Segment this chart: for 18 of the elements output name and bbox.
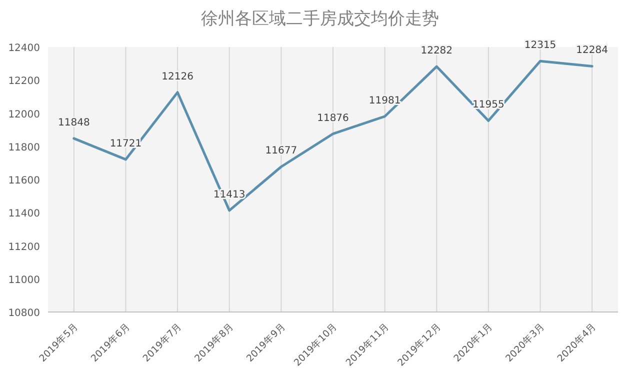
y-tick-label: 11600 xyxy=(8,176,40,186)
data-label: 11876 xyxy=(317,112,349,124)
data-label: 11981 xyxy=(368,95,401,106)
data-label: 12126 xyxy=(162,71,194,82)
data-label: 12284 xyxy=(576,45,608,56)
y-tick-label: 12000 xyxy=(8,109,40,120)
data-label: 12282 xyxy=(420,46,453,57)
chart-title: 徐州各区域二手房成交均价走势 xyxy=(201,9,439,29)
y-tick-label: 10800 xyxy=(8,308,40,319)
y-tick-label: 11800 xyxy=(8,142,40,154)
data-label: 11677 xyxy=(265,146,298,157)
data-label: 12315 xyxy=(524,40,556,52)
y-tick-label: 12200 xyxy=(8,76,40,88)
y-tick-label: 11400 xyxy=(8,208,40,220)
y-tick-label: 12400 xyxy=(8,43,40,54)
y-tick-label: 11200 xyxy=(8,242,40,253)
data-label: 11848 xyxy=(58,117,90,128)
y-tick-label: 11000 xyxy=(8,274,40,286)
